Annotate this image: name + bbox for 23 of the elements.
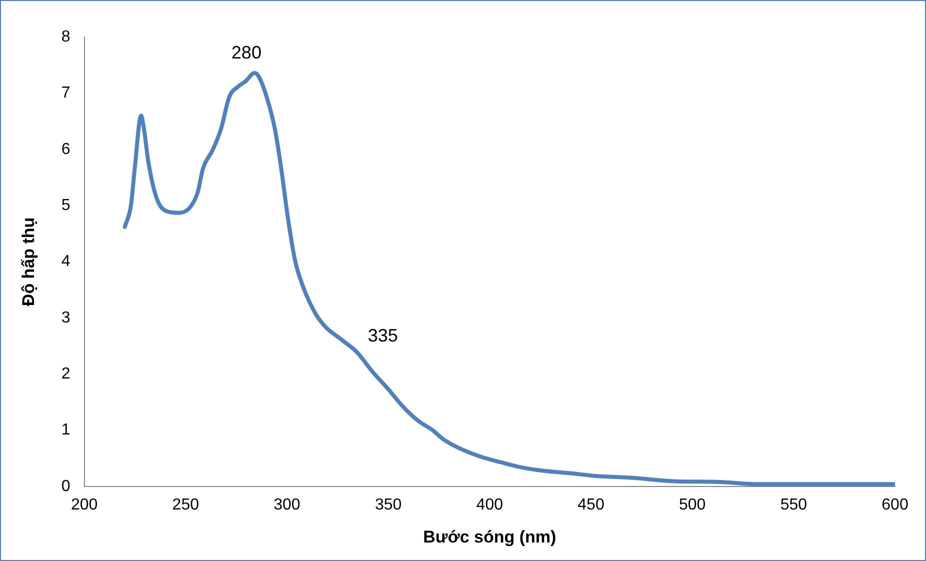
x-tick-label: 200 (70, 496, 98, 514)
x-axis-title: Bước sóng (nm) (423, 527, 556, 546)
y-tick-label: 3 (61, 309, 70, 326)
x-tick-label: 600 (882, 496, 908, 514)
y-axis-title: Độ hấp thụ (18, 217, 38, 306)
x-tick-label: 250 (172, 496, 200, 514)
line-series (122, 70, 895, 486)
annotation: 335 (368, 326, 398, 346)
x-tick-label: 500 (678, 496, 706, 514)
y-tick-label: 0 (61, 478, 70, 495)
annotation: 280 (231, 42, 262, 62)
y-tick-label: 5 (61, 196, 70, 214)
x-tick-label: 450 (578, 496, 604, 514)
y-tick-label: 8 (61, 28, 70, 46)
y-tick-label: 1 (61, 422, 70, 439)
y-tick-label: 4 (61, 253, 70, 270)
x-tick-label: 300 (274, 496, 300, 514)
y-tick-label: 7 (61, 84, 70, 102)
x-tick-label: 400 (476, 496, 504, 514)
x-tick-label: 550 (780, 496, 808, 514)
y-tick-label: 6 (61, 140, 70, 158)
y-tick-label: 2 (61, 365, 70, 382)
x-tick-label: 350 (374, 496, 402, 514)
